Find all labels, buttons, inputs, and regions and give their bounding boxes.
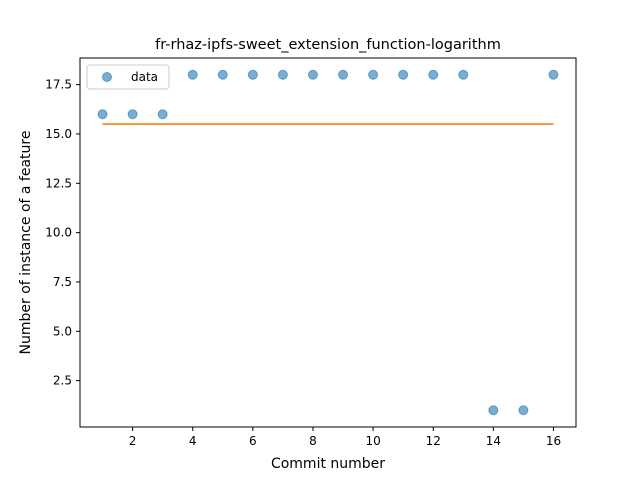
data-point-10	[368, 69, 379, 80]
x-tick-label: 2	[129, 434, 137, 448]
x-tick-label: 10	[365, 434, 380, 448]
data-point-4	[187, 69, 198, 80]
chart-title: fr-rhaz-ipfs-sweet_extension_function-lo…	[155, 37, 501, 53]
x-tick-label: 4	[189, 434, 197, 448]
y-axis-label: Number of instance of a feature	[18, 131, 34, 355]
data-point-6	[247, 69, 258, 80]
data-point-2	[127, 109, 138, 120]
x-axis-label: Commit number	[271, 456, 385, 472]
data-point-15	[518, 405, 529, 416]
x-tick-label: 8	[309, 434, 317, 448]
data-point-7	[277, 69, 288, 80]
legend-box	[86, 64, 170, 90]
y-axis-ticks: 2.5 5.0 7.5 10.0 12.5 15.0 17.5	[45, 78, 80, 388]
axes-frame	[79, 57, 577, 428]
y-tick-label: 7.5	[53, 275, 72, 289]
x-tick-label: 16	[546, 434, 561, 448]
x-tick-label: 12	[426, 434, 441, 448]
data-point-5	[217, 69, 228, 80]
x-tick-label: 14	[486, 434, 501, 448]
legend-marker-data	[102, 72, 112, 82]
y-tick-label: 12.5	[45, 176, 72, 190]
legend-label-data: data	[131, 70, 158, 84]
x-axis-ticks: 2 4 6 8 10 12 14 16	[129, 427, 561, 448]
data-point-9	[338, 69, 349, 80]
data-point-14	[488, 405, 499, 416]
plot-area	[97, 69, 559, 416]
data-point-3	[157, 109, 168, 120]
y-tick-label: 10.0	[45, 226, 72, 240]
y-tick-label: 5.0	[53, 324, 72, 338]
y-tick-label: 2.5	[53, 374, 72, 388]
y-tick-label: 15.0	[45, 127, 72, 141]
y-tick-label: 17.5	[45, 78, 72, 92]
x-tick-label: 6	[249, 434, 257, 448]
data-point-8	[307, 69, 318, 80]
data-point-12	[428, 69, 439, 80]
data-point-16	[548, 69, 559, 80]
legend: data	[86, 64, 170, 90]
data-point-11	[398, 69, 409, 80]
data-point-13	[458, 69, 469, 80]
data-point-1	[97, 109, 108, 120]
